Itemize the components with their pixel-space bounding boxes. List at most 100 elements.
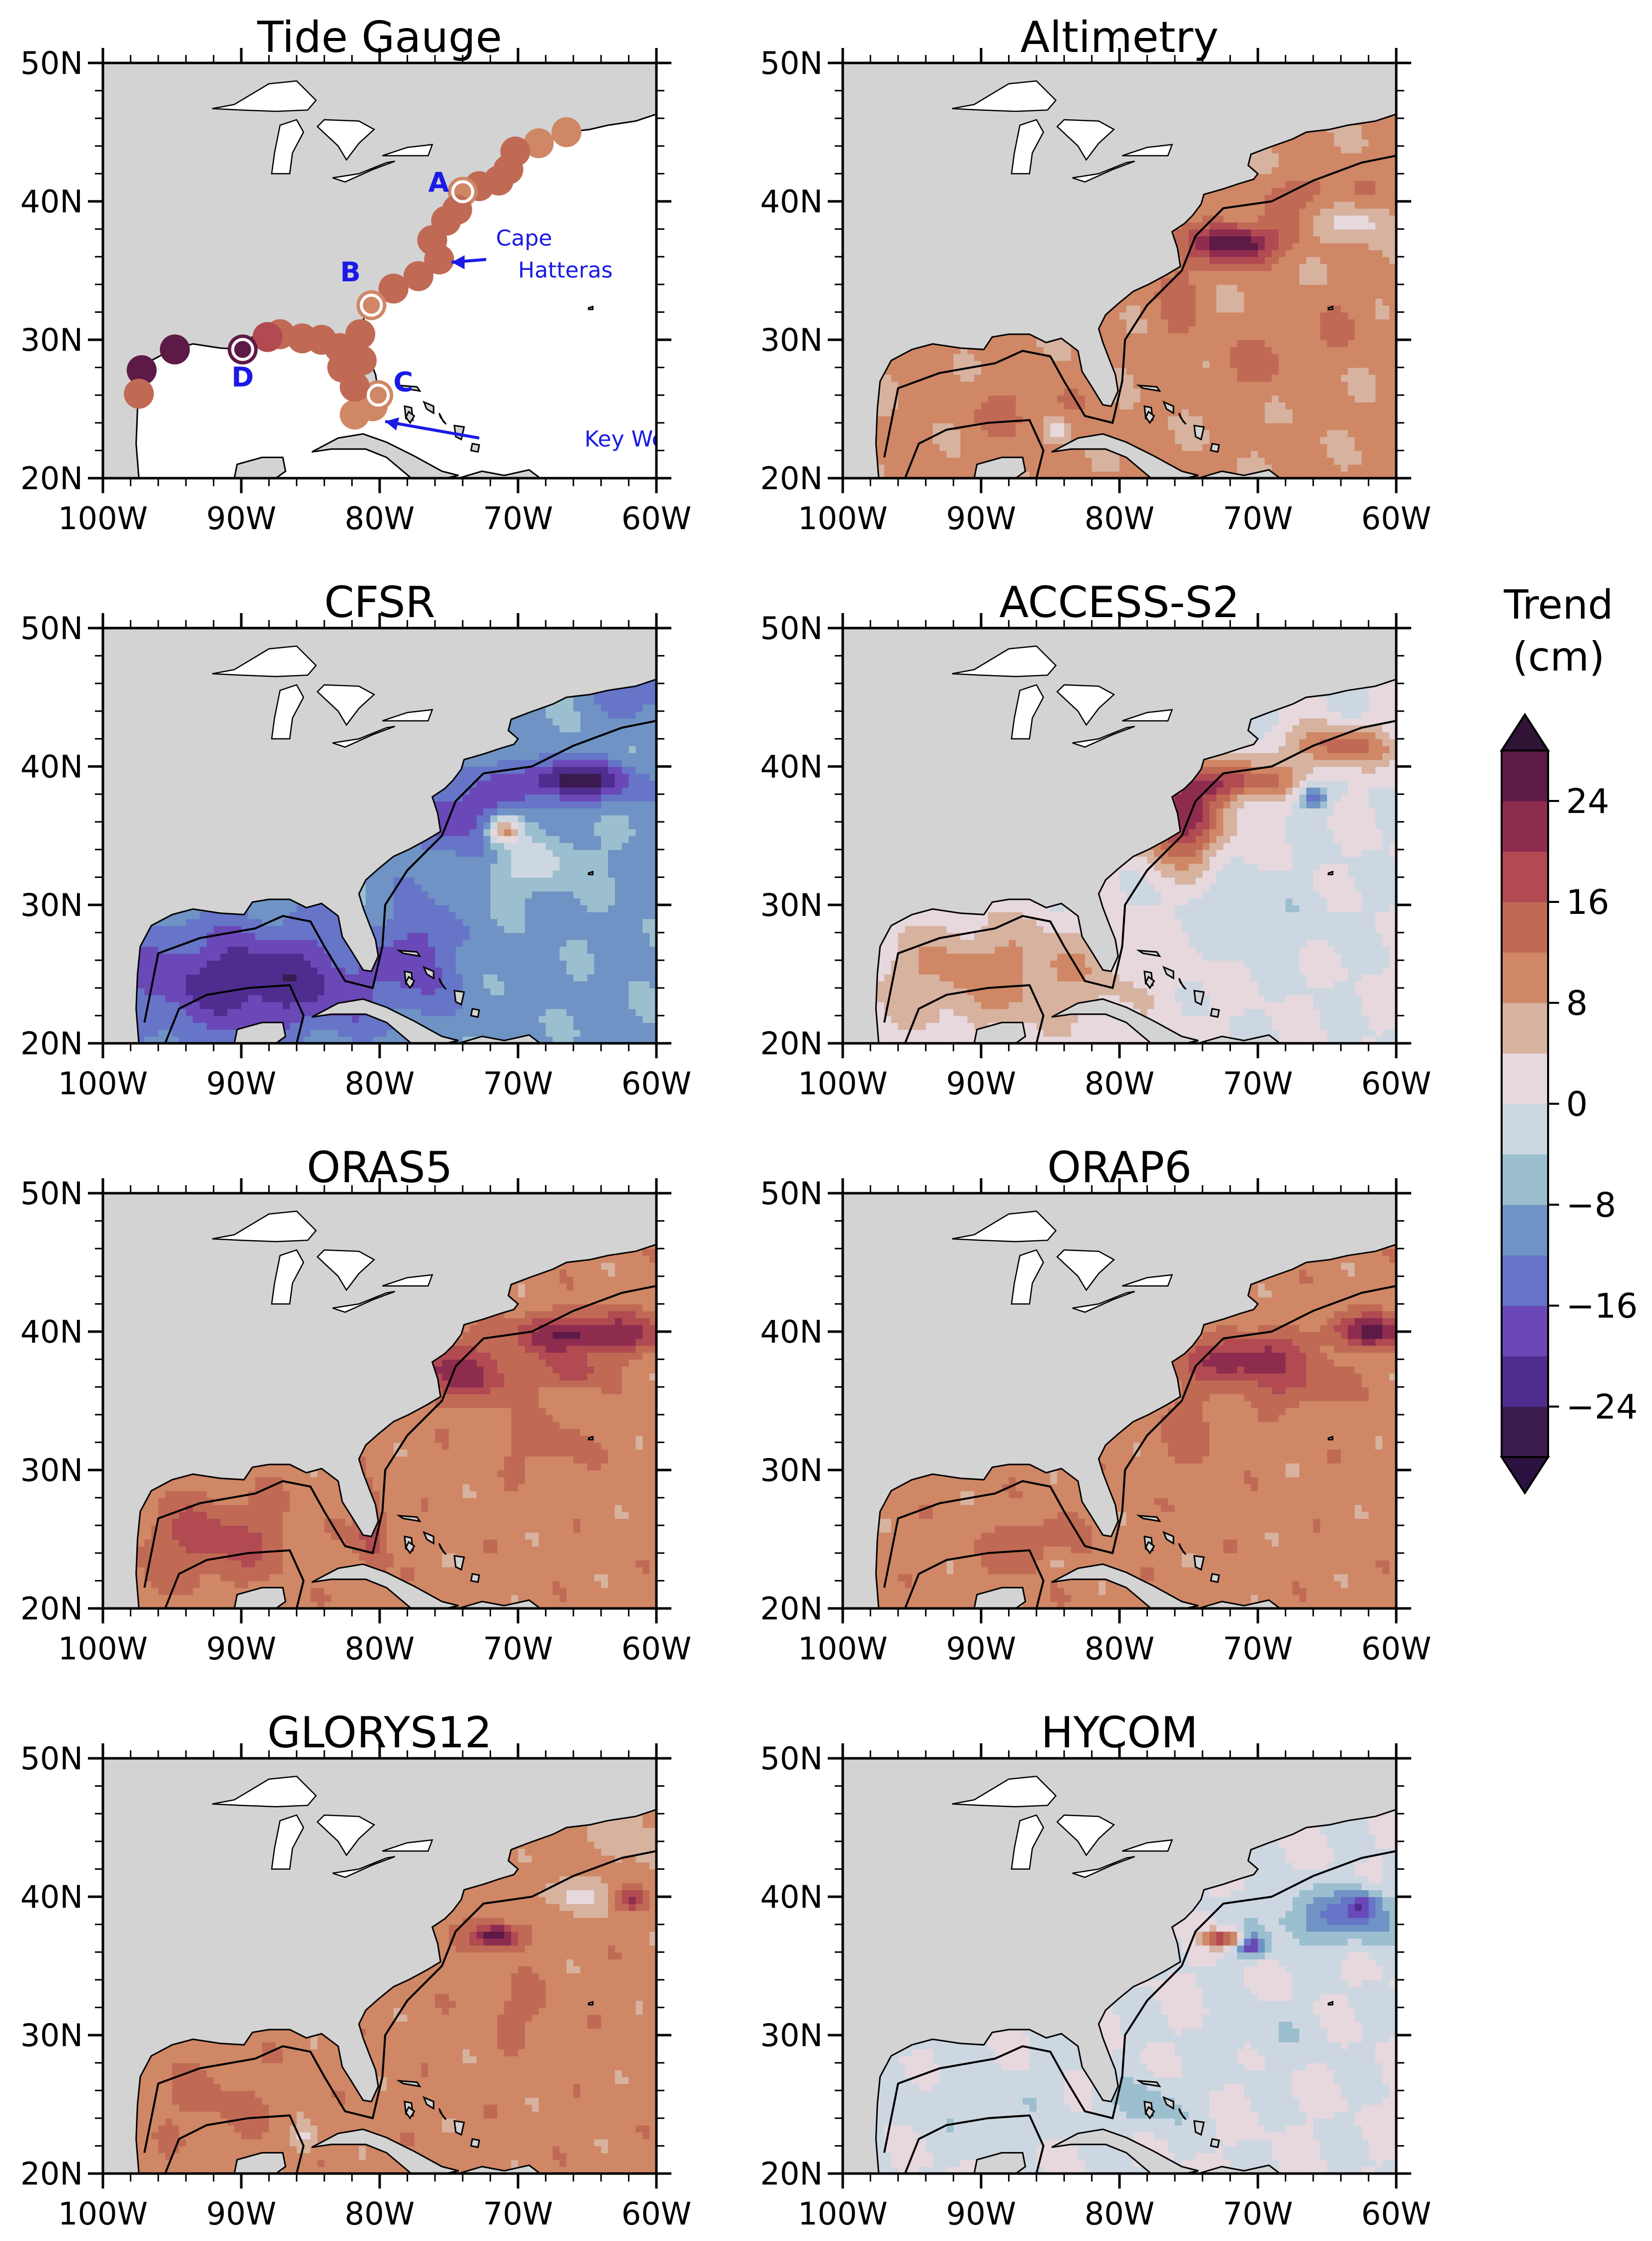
field-cell bbox=[1285, 243, 1293, 250]
field-cell bbox=[1133, 333, 1141, 340]
field-cell bbox=[1285, 381, 1293, 389]
field-cell bbox=[1327, 298, 1335, 306]
field-cell bbox=[1223, 464, 1231, 472]
field-cell bbox=[1023, 471, 1030, 478]
field-cell bbox=[898, 402, 906, 410]
field-cell bbox=[1188, 409, 1196, 417]
field-cell bbox=[1313, 187, 1321, 195]
field-cell bbox=[988, 443, 996, 451]
field-cell bbox=[1389, 256, 1396, 264]
field-cell bbox=[1341, 229, 1348, 236]
field-cell bbox=[1348, 222, 1355, 230]
field-cell bbox=[905, 360, 913, 368]
field-cell bbox=[1320, 263, 1328, 271]
field-cell bbox=[1389, 443, 1396, 451]
field-cell bbox=[926, 353, 933, 361]
field-cell bbox=[898, 423, 906, 430]
field-cell bbox=[1306, 450, 1314, 458]
field-cell bbox=[1209, 381, 1217, 389]
field-cell bbox=[1188, 430, 1196, 437]
field-cell bbox=[1251, 263, 1258, 271]
field-cell bbox=[1112, 360, 1120, 368]
field-cell bbox=[1085, 409, 1093, 417]
field-cell bbox=[1292, 201, 1300, 209]
key-west-arrow bbox=[385, 420, 480, 440]
field-cell bbox=[1174, 360, 1182, 368]
field-cell bbox=[1375, 367, 1383, 375]
field-cell bbox=[1375, 436, 1383, 444]
field-cell bbox=[1043, 388, 1051, 396]
field-cell bbox=[946, 450, 954, 458]
field-cell bbox=[1154, 416, 1161, 424]
field-cell bbox=[926, 443, 933, 451]
field-cell bbox=[1375, 423, 1383, 430]
field-cell bbox=[1334, 139, 1341, 147]
field-cell bbox=[1313, 277, 1321, 285]
field-cell bbox=[1147, 326, 1154, 333]
field-cell bbox=[967, 381, 975, 389]
field-cell bbox=[1348, 263, 1355, 271]
x-tick-label: 80W bbox=[345, 500, 415, 537]
field-cell bbox=[1057, 416, 1065, 424]
field-cell bbox=[953, 395, 961, 403]
field-cell bbox=[1126, 298, 1134, 306]
field-cell bbox=[1188, 450, 1196, 458]
field-cell bbox=[1029, 388, 1037, 396]
field-cell bbox=[1306, 388, 1314, 396]
field-cell bbox=[905, 395, 913, 403]
field-cell bbox=[1244, 443, 1251, 451]
field-cell bbox=[1285, 222, 1293, 230]
field-cell bbox=[1016, 374, 1023, 382]
field-cell bbox=[1375, 194, 1383, 202]
field-cell bbox=[912, 388, 920, 396]
field-cell bbox=[1368, 388, 1376, 396]
field-cell bbox=[1361, 464, 1369, 472]
field-cell bbox=[1251, 416, 1258, 424]
field-cell bbox=[1341, 340, 1348, 347]
field-cell bbox=[1341, 249, 1348, 257]
field-cell bbox=[1361, 222, 1369, 230]
field-cell bbox=[1361, 166, 1369, 174]
field-cell bbox=[1271, 159, 1279, 167]
field-cell bbox=[1167, 346, 1175, 354]
field-cell bbox=[1036, 423, 1044, 430]
field-cell bbox=[1209, 416, 1217, 424]
field-cell bbox=[981, 395, 989, 403]
field-cell bbox=[1223, 243, 1231, 250]
field-cell bbox=[1202, 215, 1210, 223]
field-cell bbox=[1237, 367, 1245, 375]
field-cell bbox=[1368, 243, 1376, 250]
station-marker bbox=[424, 244, 455, 275]
field-cell bbox=[1341, 201, 1348, 209]
field-cell bbox=[1264, 305, 1272, 313]
field-cell bbox=[1251, 284, 1258, 292]
field-cell bbox=[1209, 457, 1217, 465]
field-cell bbox=[1341, 187, 1348, 195]
bahamas-island bbox=[1136, 384, 1161, 392]
field-cell bbox=[1327, 208, 1335, 216]
field-cell bbox=[1119, 423, 1127, 430]
annotation-key-west: Key West bbox=[584, 426, 685, 452]
field-cell bbox=[939, 450, 947, 458]
field-cell bbox=[1361, 187, 1369, 195]
field-cell bbox=[1382, 464, 1390, 472]
field-cell bbox=[974, 450, 982, 458]
field-cell bbox=[1299, 457, 1307, 465]
field-cell bbox=[1334, 146, 1341, 153]
field-cell bbox=[1306, 194, 1314, 202]
field-cell bbox=[1382, 146, 1390, 153]
field-cell bbox=[1258, 153, 1265, 160]
field-cell bbox=[1167, 305, 1175, 313]
field-cell bbox=[1354, 340, 1362, 347]
field-cell bbox=[1258, 277, 1265, 285]
field-cell bbox=[905, 409, 913, 417]
field-cell bbox=[1285, 395, 1293, 403]
field-cell bbox=[1085, 395, 1093, 403]
field-cell bbox=[1341, 194, 1348, 202]
field-cell bbox=[1092, 402, 1100, 410]
field-cell bbox=[1382, 173, 1390, 181]
field-cell bbox=[1251, 395, 1258, 403]
field-cell bbox=[1348, 139, 1355, 147]
field-cell bbox=[1264, 180, 1272, 188]
field-cell bbox=[1188, 388, 1196, 396]
